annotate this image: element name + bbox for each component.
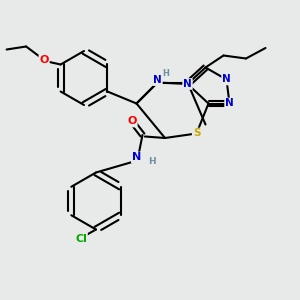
- Text: H: H: [163, 69, 169, 78]
- Text: O: O: [127, 116, 137, 127]
- Text: S: S: [193, 128, 200, 139]
- Text: H: H: [148, 157, 155, 166]
- Text: N: N: [225, 98, 234, 109]
- Text: Cl: Cl: [75, 233, 87, 244]
- Text: N: N: [153, 75, 162, 85]
- Text: N: N: [132, 152, 141, 163]
- Text: O: O: [39, 55, 49, 65]
- Text: N: N: [183, 79, 192, 89]
- Text: N: N: [222, 74, 231, 85]
